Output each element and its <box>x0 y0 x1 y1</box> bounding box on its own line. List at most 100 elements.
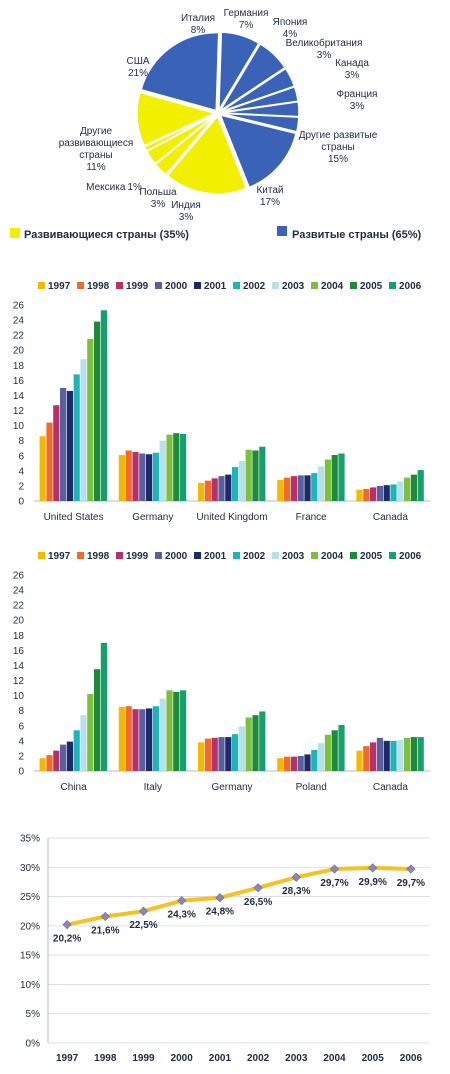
bar2-bar <box>225 737 232 771</box>
bar2-ytick: 8 <box>18 706 24 717</box>
bar2-bar <box>211 737 218 771</box>
bar1-bar <box>363 488 370 501</box>
bar2-category-label: Canada <box>373 782 408 793</box>
pie-label-poland: Польша 3% <box>139 187 177 210</box>
line-ytick: 0% <box>26 1039 41 1050</box>
bar1-legend-1998: 1998 <box>87 281 110 292</box>
bar2-bar <box>410 737 417 771</box>
bar2-ytick: 4 <box>18 736 24 747</box>
bar2-bar <box>146 708 153 771</box>
bar1-bar <box>132 452 139 501</box>
pie-label-italy: Италия 8% <box>181 13 215 36</box>
bar2-legend-swatch-1998 <box>77 552 84 559</box>
bar2-bar <box>304 754 311 771</box>
bar2-ytick: 18 <box>13 631 25 642</box>
pie-label-canada: Канада 3% <box>335 58 369 81</box>
bar1-bar <box>259 446 266 501</box>
bar1-legend-swatch-2003 <box>272 282 279 289</box>
line-point <box>215 893 225 903</box>
bar2-bar <box>232 734 239 771</box>
line-point <box>177 896 187 906</box>
bar1-bar <box>198 482 205 501</box>
bar1-bar <box>318 466 325 501</box>
line-x-label: 2004 <box>323 1053 346 1064</box>
line-data-label: 29,9% <box>359 877 387 888</box>
line-ytick: 25% <box>20 892 40 903</box>
bar2-bar <box>125 706 132 771</box>
line-point <box>62 920 72 930</box>
bar1-bar <box>146 454 153 501</box>
bar1-bar <box>159 440 166 501</box>
line-ytick: 20% <box>20 921 40 932</box>
bar1-bar <box>118 455 125 501</box>
line-x-label: 2005 <box>362 1053 385 1064</box>
pie-slice-11 <box>143 113 216 153</box>
line-series <box>66 865 411 927</box>
bar2-legend-swatch-1999 <box>116 552 123 559</box>
line-x-label: 2006 <box>400 1053 423 1064</box>
pie-label-usa: США 21% <box>126 56 149 79</box>
bar1-bar <box>324 459 331 501</box>
bar1-legend-2002: 2002 <box>243 281 266 292</box>
bar1-legend-2001: 2001 <box>204 281 227 292</box>
bar1-legend-swatch-2001 <box>194 282 201 289</box>
bar1-bar <box>166 434 173 501</box>
line-ytick: 35% <box>20 834 40 845</box>
bar2-bar <box>204 738 211 771</box>
bar2-bar <box>46 755 53 771</box>
bar2-bar <box>390 740 397 771</box>
pie-label-mexico: Мексика 1% <box>86 182 142 193</box>
bar1-bar <box>225 474 232 501</box>
bar2-bar <box>397 740 404 771</box>
bar1-bar <box>304 475 311 501</box>
bar2-bar <box>166 690 173 771</box>
bar1-ytick: 20 <box>13 346 25 357</box>
bar2-category-label: Italy <box>144 782 162 793</box>
bar2-bar <box>417 737 424 771</box>
bar1-legend-1999: 1999 <box>126 281 149 292</box>
bar-chart-1: 1997 1998 1999 2000 2001 2002 2003 2004 2005 2006… <box>13 281 430 523</box>
bar1-bar <box>66 390 73 501</box>
line-x-label: 2003 <box>285 1053 308 1064</box>
bar2-legend-2004: 2004 <box>321 551 344 562</box>
bar2-legend-2000: 2000 <box>165 551 188 562</box>
bar2-bar <box>356 750 363 771</box>
bar1-bar <box>356 489 363 501</box>
bar1-bar <box>397 481 404 501</box>
bar1-bar <box>277 479 284 501</box>
line-x-label: 2002 <box>247 1053 270 1064</box>
bar1-bar <box>180 433 187 501</box>
bar2-bar <box>331 730 338 771</box>
line-data-label: 29,7% <box>320 878 348 889</box>
bar2-legend-swatch-2001 <box>194 552 201 559</box>
bar1-legend-1997: 1997 <box>48 281 71 292</box>
bar2-bar <box>198 742 205 771</box>
bar2-bar <box>284 756 291 771</box>
legend-swatch-developed <box>277 226 287 236</box>
bar1-ytick: 8 <box>18 436 24 447</box>
pie-chart: США 21% Италия 8% Германия 7% Япония 4% Вели… <box>10 8 422 241</box>
bar2-ytick: 6 <box>18 721 24 732</box>
bar2-bar <box>311 749 318 771</box>
bar1-bar <box>383 485 390 501</box>
bar1-legend-swatch-2006 <box>389 282 396 289</box>
bar2-ytick: 24 <box>13 586 25 597</box>
line-point <box>329 864 340 874</box>
bar2-bar <box>80 715 87 771</box>
bar2-bar <box>259 711 266 771</box>
line-ytick: 15% <box>20 951 40 962</box>
line-x-label: 1997 <box>56 1053 79 1064</box>
bar2-legend-2005: 2005 <box>360 551 383 562</box>
bar1-legend-2000: 2000 <box>165 281 188 292</box>
bar2-bar <box>87 694 94 771</box>
bar1-bar <box>232 467 239 501</box>
pie-slice-8 <box>166 114 248 195</box>
bar1-bar <box>290 476 297 501</box>
bar1-bar <box>94 321 101 501</box>
bar1-ytick: 26 <box>13 301 25 312</box>
pie-label-japan: Япония 4% <box>273 17 308 40</box>
bar1-ytick: 2 <box>18 481 24 492</box>
bar2-legend-swatch-2006 <box>389 552 396 559</box>
line-ytick: 5% <box>26 1009 41 1020</box>
bar2-legend-swatch-2000 <box>155 552 162 559</box>
